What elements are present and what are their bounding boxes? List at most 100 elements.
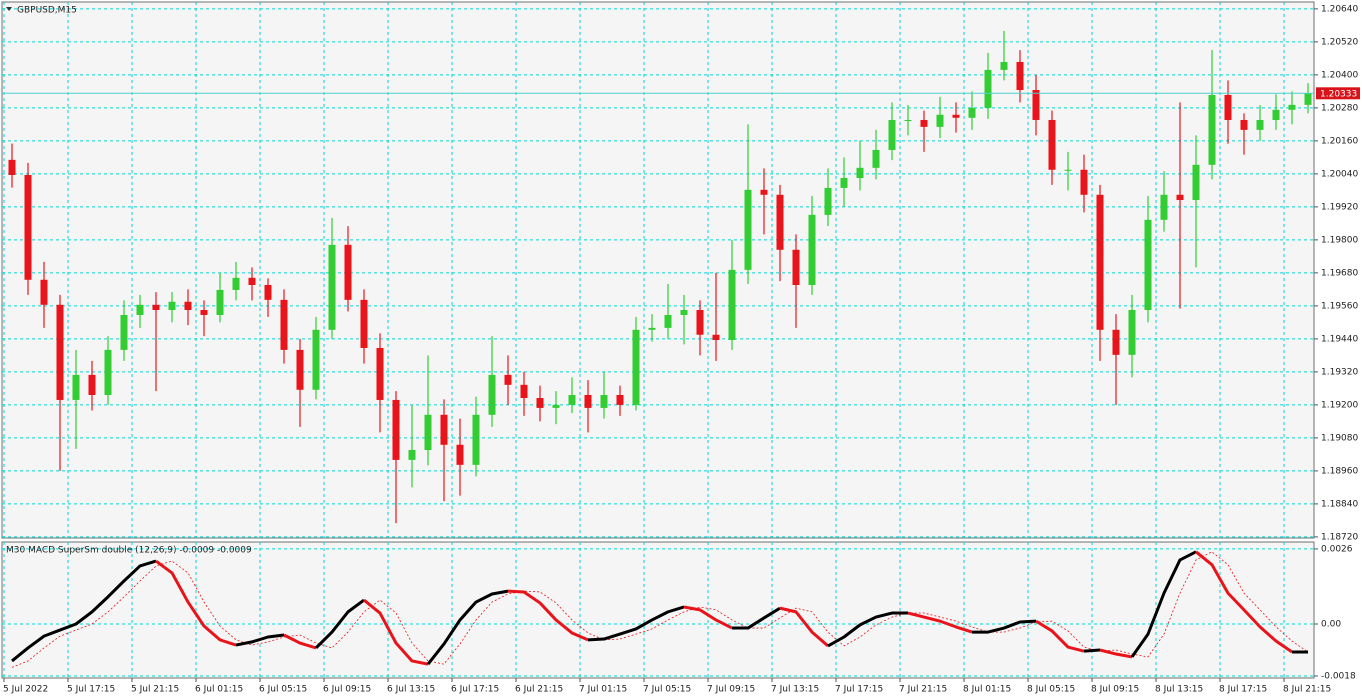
candle-body <box>760 189 768 195</box>
y-tick-label: 1.18840 <box>1321 499 1358 509</box>
x-tick-label: 5 Jul 21:15 <box>131 685 179 695</box>
candle-body <box>1144 219 1152 311</box>
candle-body <box>808 214 816 285</box>
x-tick-label: 7 Jul 17:15 <box>835 685 883 695</box>
y-tick-label: 1.19200 <box>1321 400 1358 410</box>
candle-body <box>376 347 384 400</box>
candle-body <box>120 314 128 350</box>
candle-body <box>728 269 736 340</box>
candle-body <box>1096 194 1104 330</box>
macd-line <box>155 559 237 647</box>
candle-body <box>136 304 144 315</box>
macd-line <box>827 611 908 648</box>
candle-body <box>168 301 176 311</box>
x-tick-label: 8 Jul 21:15 <box>1283 685 1331 695</box>
candle-body <box>232 277 240 290</box>
candle-body <box>968 107 976 118</box>
y-tick-label: 1.18960 <box>1321 466 1358 476</box>
candle-body <box>680 310 688 315</box>
x-tick-label: 8 Jul 01:15 <box>963 685 1011 695</box>
macd-line <box>11 559 157 663</box>
candle-body <box>1048 119 1056 170</box>
candle-body <box>664 314 672 328</box>
indicator-title: M30 MACD SuperSm double (12,26,9) -0.000… <box>6 546 252 556</box>
menu-arrow[interactable] <box>6 7 12 11</box>
candle-body <box>1000 61 1008 70</box>
y-tick-label: 0.00 <box>1321 620 1341 630</box>
candle-body <box>40 279 48 305</box>
x-tick-label: 7 Jul 09:15 <box>707 685 755 695</box>
candle-body <box>1224 94 1232 120</box>
candle-body <box>408 449 416 460</box>
macd-line <box>1195 550 1293 654</box>
candle-body <box>920 119 928 127</box>
x-tick-label: 6 Jul 01:15 <box>195 685 243 695</box>
y-tick-label: -0.0018 <box>1321 671 1356 681</box>
x-tick-label: 8 Jul 05:15 <box>1027 685 1075 695</box>
macd-line <box>587 605 685 642</box>
candle-body <box>280 299 288 350</box>
candle-body <box>440 414 448 445</box>
y-tick-label: 1.19800 <box>1321 235 1358 245</box>
candle-body <box>296 349 304 390</box>
macd-line <box>235 633 285 647</box>
candle-body <box>504 374 512 385</box>
candle-body <box>872 149 880 168</box>
candle-body <box>72 374 80 400</box>
candle-body <box>1256 119 1264 130</box>
candle-body <box>456 444 464 465</box>
x-tick-label: 5 Jul 2022 <box>3 685 48 695</box>
candle-body <box>488 374 496 415</box>
candle-body <box>600 394 608 408</box>
candle-body <box>344 244 352 300</box>
x-tick-label: 7 Jul 05:15 <box>643 685 691 695</box>
candle-body <box>248 277 256 285</box>
candle-body <box>888 119 896 150</box>
x-tick-label: 6 Jul 05:15 <box>259 685 307 695</box>
macd-line <box>972 619 1037 634</box>
candle-body <box>1112 329 1120 355</box>
price-panel <box>1 1 1315 539</box>
candle-body <box>264 284 272 300</box>
macd-line <box>779 606 829 648</box>
y-tick-label: 1.19440 <box>1321 334 1358 344</box>
x-tick-label: 7 Jul 21:15 <box>899 685 947 695</box>
candle-body <box>952 114 960 118</box>
current-price-label: 1.20333 <box>1320 89 1357 99</box>
candle-body <box>792 249 800 285</box>
candle-body <box>1016 61 1024 91</box>
candle-body <box>392 399 400 460</box>
candle-body <box>328 244 336 330</box>
y-tick-label: 0.0026 <box>1321 544 1353 554</box>
candle-body <box>856 167 864 179</box>
candle-body <box>152 304 160 311</box>
macd-line <box>314 598 365 650</box>
macd-line <box>1083 648 1101 653</box>
candle-body <box>1160 194 1168 220</box>
candle-body <box>8 159 16 175</box>
x-tick-label: 8 Jul 13:15 <box>1155 685 1203 695</box>
candle-body <box>56 304 64 400</box>
x-tick-label: 6 Jul 13:15 <box>387 685 435 695</box>
candle-body <box>184 301 192 311</box>
y-tick-label: 1.20640 <box>1321 4 1358 14</box>
candle-body <box>840 178 848 188</box>
x-tick-label: 6 Jul 17:15 <box>451 685 499 695</box>
candle-body <box>824 187 832 215</box>
y-tick-label: 1.20280 <box>1321 103 1358 113</box>
candle-body <box>1128 310 1136 355</box>
candle-body <box>776 194 784 250</box>
chart-title: GBPUSD,M15 <box>17 6 77 16</box>
macd-line <box>1035 619 1085 653</box>
y-tick-label: 1.20520 <box>1321 37 1358 47</box>
candle-body <box>88 374 96 395</box>
x-tick-label: 7 Jul 01:15 <box>579 685 627 695</box>
candle-body <box>936 114 944 127</box>
macd-line <box>683 605 733 630</box>
x-tick-label: 6 Jul 09:15 <box>323 685 371 695</box>
candle-body <box>568 394 576 405</box>
candle-body <box>904 119 912 121</box>
macd-line <box>363 598 429 666</box>
